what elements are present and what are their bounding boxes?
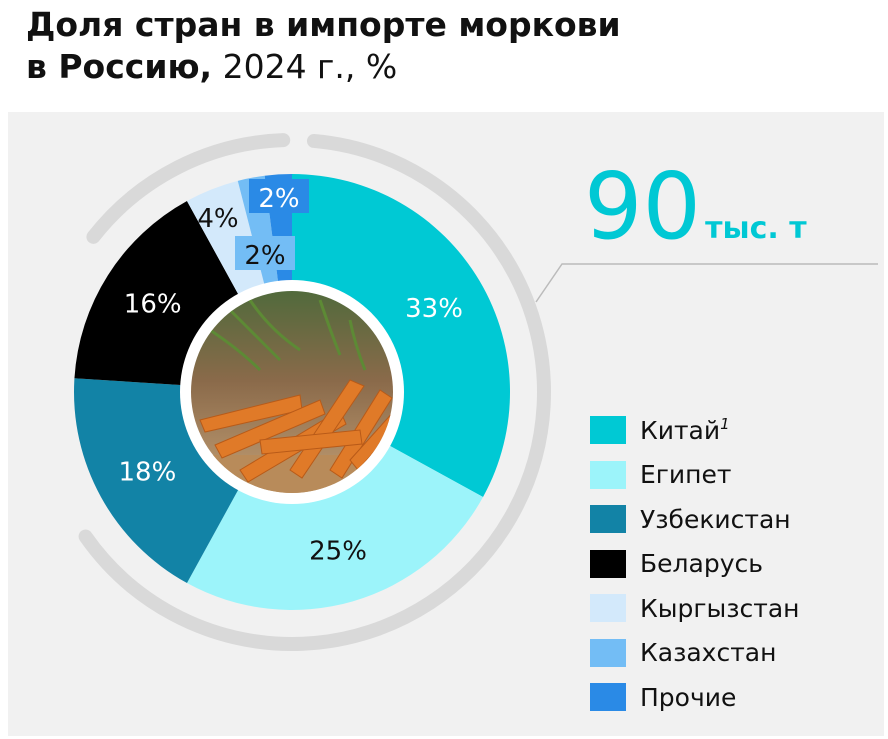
slice-label-4: 4% [197,204,238,234]
total-pointer-line [535,263,878,303]
legend-swatch [590,416,626,445]
outer-ring-arc [78,133,551,651]
legend: Китай1 Египет Узбекистан Беларусь Кыргызстан… [590,408,800,720]
legend-label: Китай1 [640,415,730,446]
legend-swatch [590,638,626,667]
slice-labels: 33%25%18%16%4%2%2% [119,179,463,566]
title-line-2-bold: в Россию, [26,47,213,86]
legend-item: Прочие [590,675,800,720]
slice-label-3: 16% [124,290,182,320]
legend-item: Узбекистан [590,497,800,542]
legend-item: Кыргызстан [590,586,800,631]
legend-label: Казахстан [640,638,777,668]
legend-item: Египет [590,453,800,498]
chart-title: Доля стран в импорте моркови в Россию, 2… [26,4,866,88]
carrots-photo [180,280,404,504]
title-line-2-unit: 2024 г., % [212,47,398,86]
outer-ring-arc [86,133,291,244]
slice-label-5: 2% [244,241,285,271]
legend-label: Прочие [640,682,737,712]
outer-ring [78,133,551,651]
legend-swatch [590,505,626,534]
slice-2 [74,378,241,584]
slice-label-2: 18% [119,457,177,487]
legend-label: Узбекистан [640,504,791,534]
slice-label-bg-5 [235,236,295,270]
total-value: 90 [584,153,702,260]
slice-0 [292,174,510,498]
legend-swatch [590,683,626,712]
slice-label-bg-6 [249,179,309,213]
legend-item: Китай1 [590,408,800,453]
legend-swatch [590,549,626,578]
total-volume: 90 тыс. т [584,152,807,262]
legend-label: Кыргызстан [640,593,800,623]
slice-label-0: 33% [405,294,463,324]
legend-label: Беларусь [640,549,763,579]
legend-item: Беларусь [590,542,800,587]
title-line-1: Доля стран в импорте моркови [26,5,621,44]
total-unit: тыс. т [705,211,807,246]
legend-footnote: 1 [720,415,730,434]
legend-label: Египет [640,460,732,490]
slice-1 [186,443,484,610]
slice-label-1: 25% [309,536,367,566]
legend-swatch [590,594,626,623]
slice-label-6: 2% [258,184,299,214]
legend-swatch [590,460,626,489]
legend-item: Казахстан [590,631,800,676]
